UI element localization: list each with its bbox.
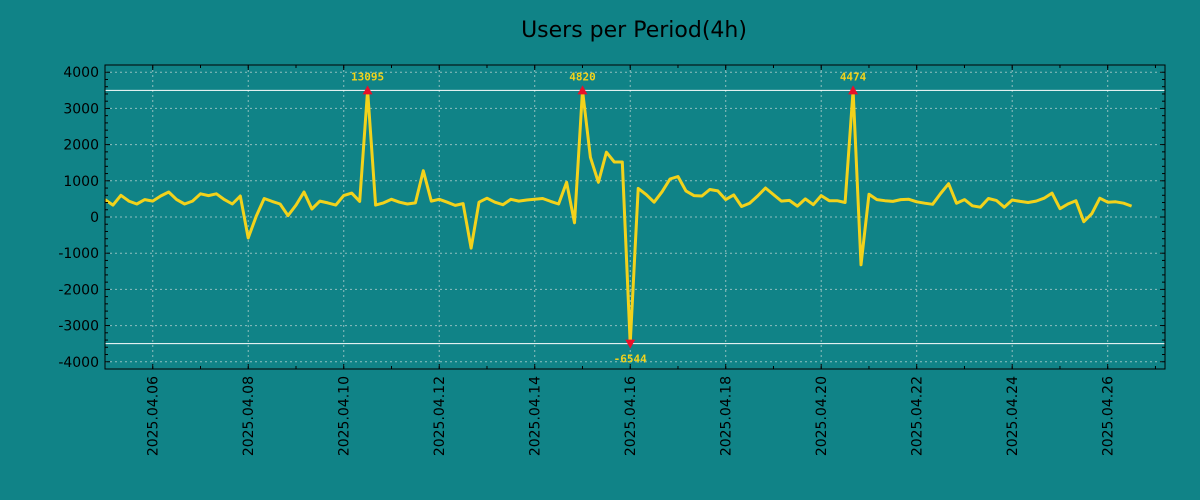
y-axis: 4000 3000 2000 1000 0 -1000 -2000 -3000 -4000: [58, 64, 1165, 371]
y-tick-label: 1000: [63, 174, 99, 190]
y-tick-label: -4000: [58, 355, 99, 371]
x-tick-label: 2025.04.06: [146, 376, 162, 456]
grid-lines: [105, 65, 1165, 369]
y-tick-label: -2000: [58, 282, 99, 298]
peak-label: 4474: [840, 70, 867, 83]
y-tick-label: -3000: [58, 319, 99, 335]
peak-label: 13095: [351, 70, 384, 83]
y-tick-label: 0: [90, 210, 99, 226]
annotation-markers: 13095 4820 -6544 4474: [351, 70, 867, 365]
peak-marker: [625, 339, 636, 349]
x-axis: 2025.04.06 2025.04.08 2025.04.10 2025.04.12…: [104, 65, 1156, 456]
peak-marker: [362, 85, 373, 95]
y-tick-label: 2000: [63, 138, 99, 154]
y-tick-label: -1000: [58, 246, 99, 262]
threshold-lines: [105, 89, 1165, 345]
x-tick-label: 2025.04.22: [910, 376, 926, 456]
x-tick-label: 2025.04.26: [1101, 376, 1117, 456]
peak-label: 4820: [569, 70, 596, 83]
x-tick-label: 2025.04.12: [432, 376, 448, 456]
x-tick-label: 2025.04.08: [241, 376, 257, 456]
x-tick-label: 2025.04.10: [337, 376, 353, 456]
x-tick-label: 2025.04.14: [528, 376, 544, 456]
x-tick-label: 2025.04.24: [1005, 376, 1021, 456]
y-tick-label: 4000: [63, 65, 99, 81]
peak-marker: [577, 85, 588, 95]
series-line: [104, 88, 1133, 346]
peak-marker: [848, 85, 859, 95]
peak-label: -6544: [614, 353, 647, 366]
x-tick-label: 2025.04.16: [623, 376, 639, 456]
x-tick-label: 2025.04.20: [814, 376, 830, 456]
y-tick-label: 3000: [63, 101, 99, 117]
x-tick-label: 2025.04.18: [719, 376, 735, 456]
chart-title: Users per Period(4h): [521, 18, 747, 43]
series-layer: [104, 88, 1133, 346]
